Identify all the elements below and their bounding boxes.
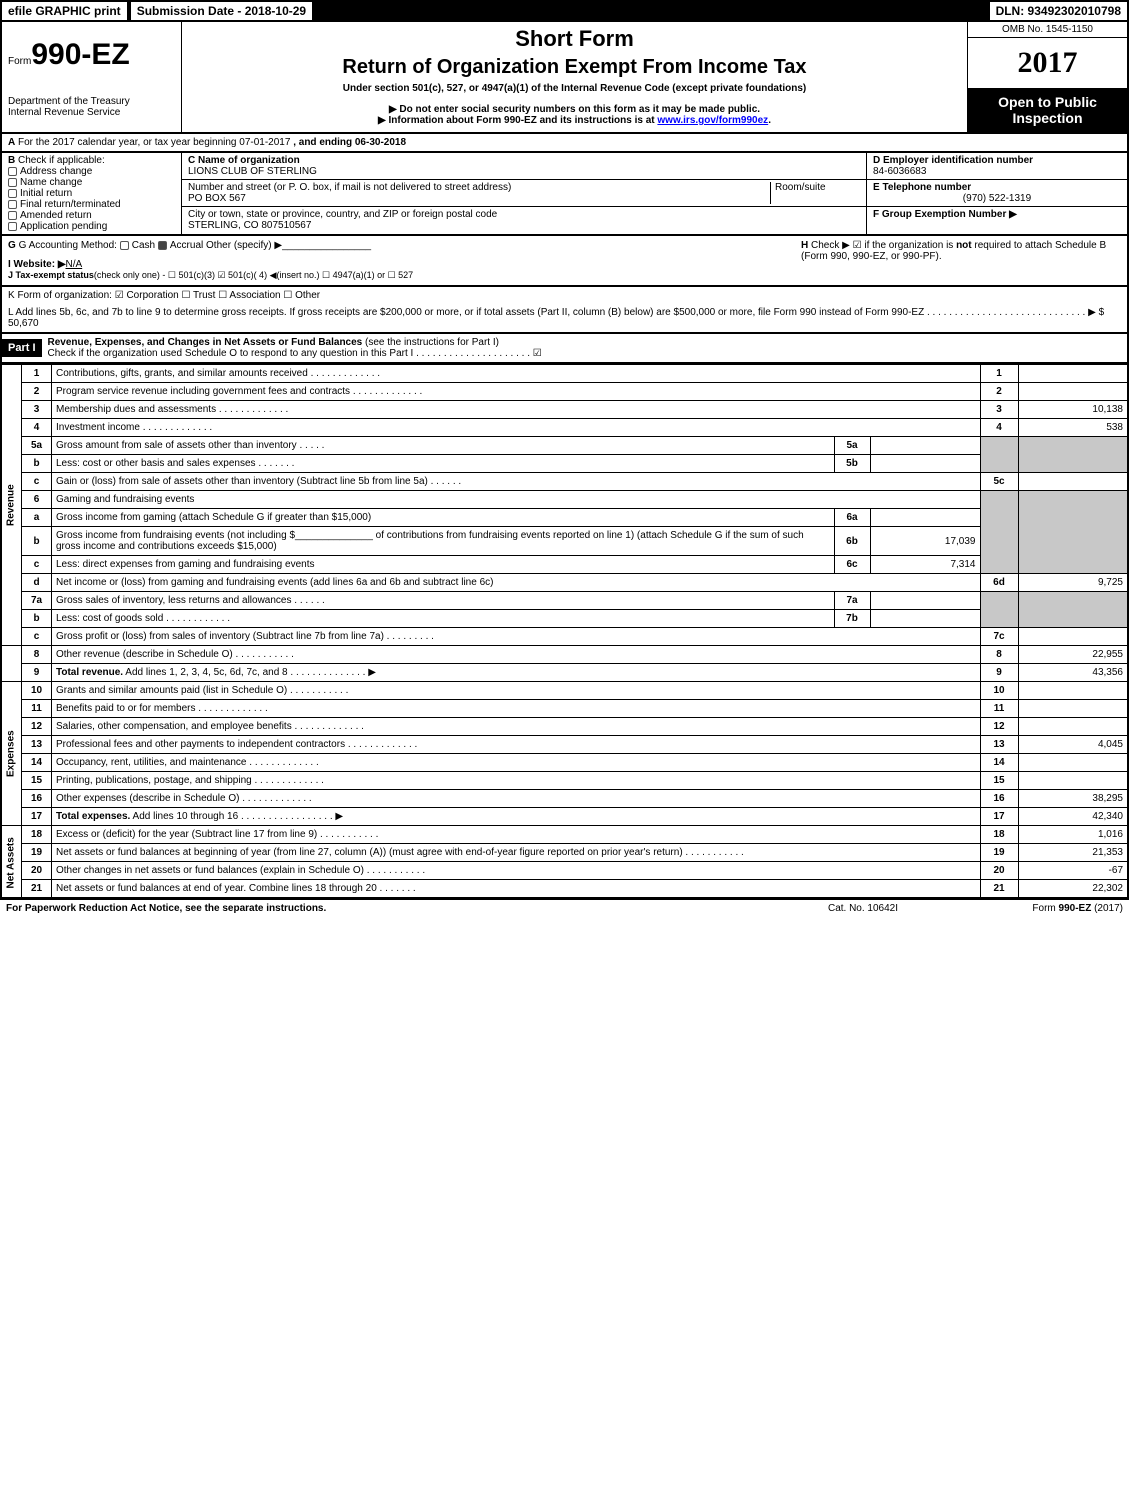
chk-pending[interactable]: [8, 222, 17, 231]
subtitle-3: ▶ Information about Form 990-EZ and its …: [188, 115, 961, 126]
tax-year: 2017: [968, 38, 1127, 88]
pra-notice: For Paperwork Reduction Act Notice, see …: [6, 903, 763, 914]
entity-block: B Check if applicable: Address change Na…: [0, 153, 1129, 236]
val-17: 42,340: [1018, 808, 1128, 826]
val-11: [1018, 700, 1128, 718]
val-21: 22,302: [1018, 880, 1128, 899]
chk-initial-return[interactable]: [8, 189, 17, 198]
val-7a: [870, 592, 980, 610]
row-gh: G G Accounting Method: Cash Accrual Othe…: [0, 236, 1129, 287]
val-5c: [1018, 473, 1128, 491]
group-exemption: F Group Exemption Number ▶: [873, 209, 1017, 220]
line-l: L Add lines 5b, 6c, and 7b to line 9 to …: [0, 304, 1129, 334]
val-9: 43,356: [1018, 664, 1128, 682]
form-header: Form990-EZ Department of the Treasury In…: [0, 22, 1129, 134]
chk-accrual[interactable]: [158, 241, 167, 250]
subtitle-1: Under section 501(c), 527, or 4947(a)(1)…: [188, 83, 961, 94]
check-if-applicable: Check if applicable:: [18, 155, 105, 166]
val-5a: [870, 437, 980, 455]
top-bar: efile GRAPHIC print Submission Date - 20…: [0, 0, 1129, 22]
org-name: LIONS CLUB OF STERLING: [188, 166, 317, 177]
line-a: A For the 2017 calendar year, or tax yea…: [0, 134, 1129, 153]
spacer: [312, 2, 989, 20]
val-18: 1,016: [1018, 826, 1128, 844]
efile-print-label[interactable]: efile GRAPHIC print: [2, 2, 127, 20]
val-6b: 17,039: [870, 527, 980, 556]
chk-final-return[interactable]: [8, 200, 17, 209]
val-14: [1018, 754, 1128, 772]
chk-cash[interactable]: [120, 241, 129, 250]
expenses-label: Expenses: [1, 682, 22, 826]
val-15: [1018, 772, 1128, 790]
page-footer: For Paperwork Reduction Act Notice, see …: [0, 899, 1129, 917]
val-10: [1018, 682, 1128, 700]
revenue-label: Revenue: [1, 365, 22, 646]
part-1-label: Part I: [2, 339, 42, 357]
form-ref: Form 990-EZ (2017): [963, 903, 1123, 914]
val-2: [1018, 383, 1128, 401]
net-assets-label: Net Assets: [1, 826, 22, 899]
chk-amended[interactable]: [8, 211, 17, 220]
cat-no: Cat. No. 10642I: [763, 903, 963, 914]
form-prefix: Form: [8, 56, 31, 67]
val-4: 538: [1018, 419, 1128, 437]
val-13: 4,045: [1018, 736, 1128, 754]
val-19: 21,353: [1018, 844, 1128, 862]
val-16: 38,295: [1018, 790, 1128, 808]
return-title: Return of Organization Exempt From Incom…: [188, 56, 961, 79]
schedule-o-check: ☑: [533, 348, 542, 359]
chk-address-change[interactable]: [8, 167, 17, 176]
irs-link[interactable]: www.irs.gov/form990ez: [657, 115, 768, 126]
val-3: 10,138: [1018, 401, 1128, 419]
form-number: 990-EZ: [31, 38, 129, 71]
ein: 84-6036683: [873, 166, 926, 177]
val-8: 22,955: [1018, 646, 1128, 664]
val-6d: 9,725: [1018, 574, 1128, 592]
submission-date: Submission Date - 2018-10-29: [131, 2, 312, 20]
open-to-public: Open to Public Inspection: [968, 88, 1127, 132]
val-7b: [870, 610, 980, 628]
val-6c: 7,314: [870, 556, 980, 574]
val-20: -67: [1018, 862, 1128, 880]
val-1: [1018, 365, 1128, 383]
val-12: [1018, 718, 1128, 736]
org-address: PO BOX 567: [188, 193, 246, 204]
subtitle-2: ▶ Do not enter social security numbers o…: [188, 104, 961, 115]
val-6a: [870, 509, 980, 527]
omb: OMB No. 1545-1150: [968, 22, 1127, 38]
val-7c: [1018, 628, 1128, 646]
dln: DLN: 93492302010798: [990, 2, 1127, 20]
room-suite: Room/suite: [770, 182, 860, 204]
line-k: K Form of organization: ☑ Corporation ☐ …: [0, 287, 1129, 304]
lines-table: Revenue 1Contributions, gifts, grants, a…: [0, 364, 1129, 899]
org-city: STERLING, CO 807510567: [188, 220, 311, 231]
website: N/A: [66, 259, 83, 270]
part-1-header: Part I Revenue, Expenses, and Changes in…: [0, 334, 1129, 364]
irs: Internal Revenue Service: [8, 107, 175, 118]
val-5b: [870, 455, 980, 473]
chk-name-change[interactable]: [8, 178, 17, 187]
dept-treasury: Department of the Treasury: [8, 96, 175, 107]
phone: (970) 522-1319: [873, 193, 1121, 204]
short-form-title: Short Form: [188, 26, 961, 52]
